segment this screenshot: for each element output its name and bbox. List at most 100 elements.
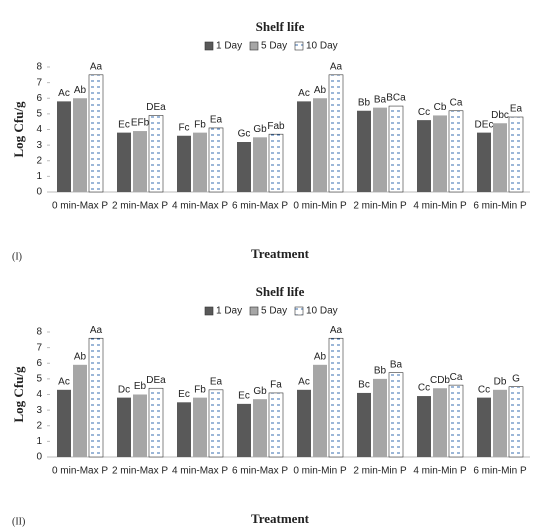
y-axis-title: Log Cfu/g <box>11 366 26 422</box>
bar <box>253 137 267 192</box>
bar-letter: Bb <box>374 366 387 377</box>
bar <box>433 388 447 457</box>
bar-letter: Cb <box>434 102 447 113</box>
bar <box>88 337 104 458</box>
bar-letter: Bb <box>358 97 371 108</box>
x-axis-title: Treatment <box>251 511 310 526</box>
y-tick-label: 4 <box>36 389 42 400</box>
bar-letter: Ac <box>298 88 310 99</box>
bar <box>177 135 191 192</box>
bar-letter: DEa <box>146 102 166 113</box>
bar-letter: Ca <box>450 97 463 108</box>
bar-letter: Ac <box>298 376 310 387</box>
y-tick-label: 2 <box>36 420 42 431</box>
bar-letter: Ec <box>178 389 190 400</box>
y-tick-label: 4 <box>36 124 42 135</box>
bar <box>117 397 131 457</box>
x-tick-label: 0 min-Max P <box>52 201 108 212</box>
bar-letter: Aa <box>90 325 103 336</box>
x-tick-label: 6 min-Min P <box>473 466 527 477</box>
bar <box>268 133 284 193</box>
bar-letter: Cc <box>478 384 490 395</box>
bar <box>357 110 371 192</box>
bar <box>237 142 251 192</box>
x-tick-label: 6 min-Max P <box>232 201 288 212</box>
bar-letter: Ca <box>450 372 463 383</box>
bar <box>237 403 251 457</box>
y-tick-label: 5 <box>36 109 42 120</box>
x-tick-label: 4 min-Max P <box>172 466 228 477</box>
x-tick-label: 2 min-Min P <box>353 466 407 477</box>
bar <box>493 123 507 192</box>
bar <box>477 132 491 192</box>
bar <box>493 389 507 457</box>
bar-letter: Dbc <box>491 110 509 121</box>
bar <box>388 105 404 193</box>
legend-swatch <box>249 306 259 316</box>
y-tick-label: 5 <box>36 374 42 385</box>
legend-swatch <box>294 306 304 316</box>
bar <box>373 378 387 457</box>
bar <box>148 115 164 193</box>
x-tick-label: 2 min-Min P <box>353 201 407 212</box>
bar-letter: CDb <box>430 375 450 386</box>
bar <box>508 386 524 458</box>
bar <box>148 387 164 458</box>
bar <box>133 131 147 192</box>
bar-letter: DEc <box>475 119 494 130</box>
legend-swatch <box>294 41 304 51</box>
bar <box>477 397 491 457</box>
bar-letter: Fb <box>194 384 206 395</box>
legend-label: 1 Day <box>216 41 242 52</box>
bar-letter: Ac <box>58 376 70 387</box>
y-tick-label: 2 <box>36 155 42 166</box>
x-tick-label: 4 min-Min P <box>413 466 467 477</box>
x-tick-label: 2 min-Max P <box>112 201 168 212</box>
bar <box>508 116 524 193</box>
bar <box>388 372 404 458</box>
bar-letter: Fb <box>194 119 206 130</box>
bar <box>57 389 71 457</box>
bar <box>448 110 464 193</box>
bar <box>133 394 147 457</box>
y-tick-label: 6 <box>36 358 42 369</box>
bar-letter: Cc <box>418 383 430 394</box>
bar-letter: Db <box>494 376 507 387</box>
bar <box>208 389 224 458</box>
bar <box>328 74 344 193</box>
legend-label: 5 Day <box>261 41 287 52</box>
bar-letter: Dc <box>118 384 130 395</box>
legend-label: 10 Day <box>306 306 338 317</box>
bar-letter: Ba <box>390 359 403 370</box>
bar-letter: Ab <box>74 85 87 96</box>
legend-swatch <box>204 41 214 51</box>
bar <box>193 397 207 457</box>
y-tick-label: 1 <box>36 171 42 182</box>
bar-letter: Ac <box>58 88 70 99</box>
y-tick-label: 1 <box>36 436 42 447</box>
legend-swatch <box>204 306 214 316</box>
x-axis-title: Treatment <box>251 246 310 261</box>
bar <box>117 132 131 192</box>
panel-label: (II) <box>12 516 25 527</box>
bar <box>208 127 224 193</box>
bar-letter: DEa <box>146 375 166 386</box>
y-tick-label: 7 <box>36 342 42 353</box>
bar-letter: Ea <box>210 115 223 126</box>
bar <box>177 402 191 457</box>
bar-letter: Gb <box>253 124 267 135</box>
y-tick-label: 7 <box>36 77 42 88</box>
bar <box>73 364 87 457</box>
bar <box>88 74 104 193</box>
bar-letter: Aa <box>90 61 103 72</box>
bar <box>417 120 431 192</box>
chart-title: Shelf life <box>256 19 305 34</box>
bar <box>417 396 431 457</box>
y-tick-label: 3 <box>36 405 42 416</box>
bar-letter: Bc <box>358 380 370 391</box>
y-tick-label: 8 <box>36 62 42 73</box>
x-tick-label: 4 min-Min P <box>413 201 467 212</box>
bar <box>433 115 447 192</box>
y-tick-label: 6 <box>36 93 42 104</box>
legend-label: 1 Day <box>216 306 242 317</box>
